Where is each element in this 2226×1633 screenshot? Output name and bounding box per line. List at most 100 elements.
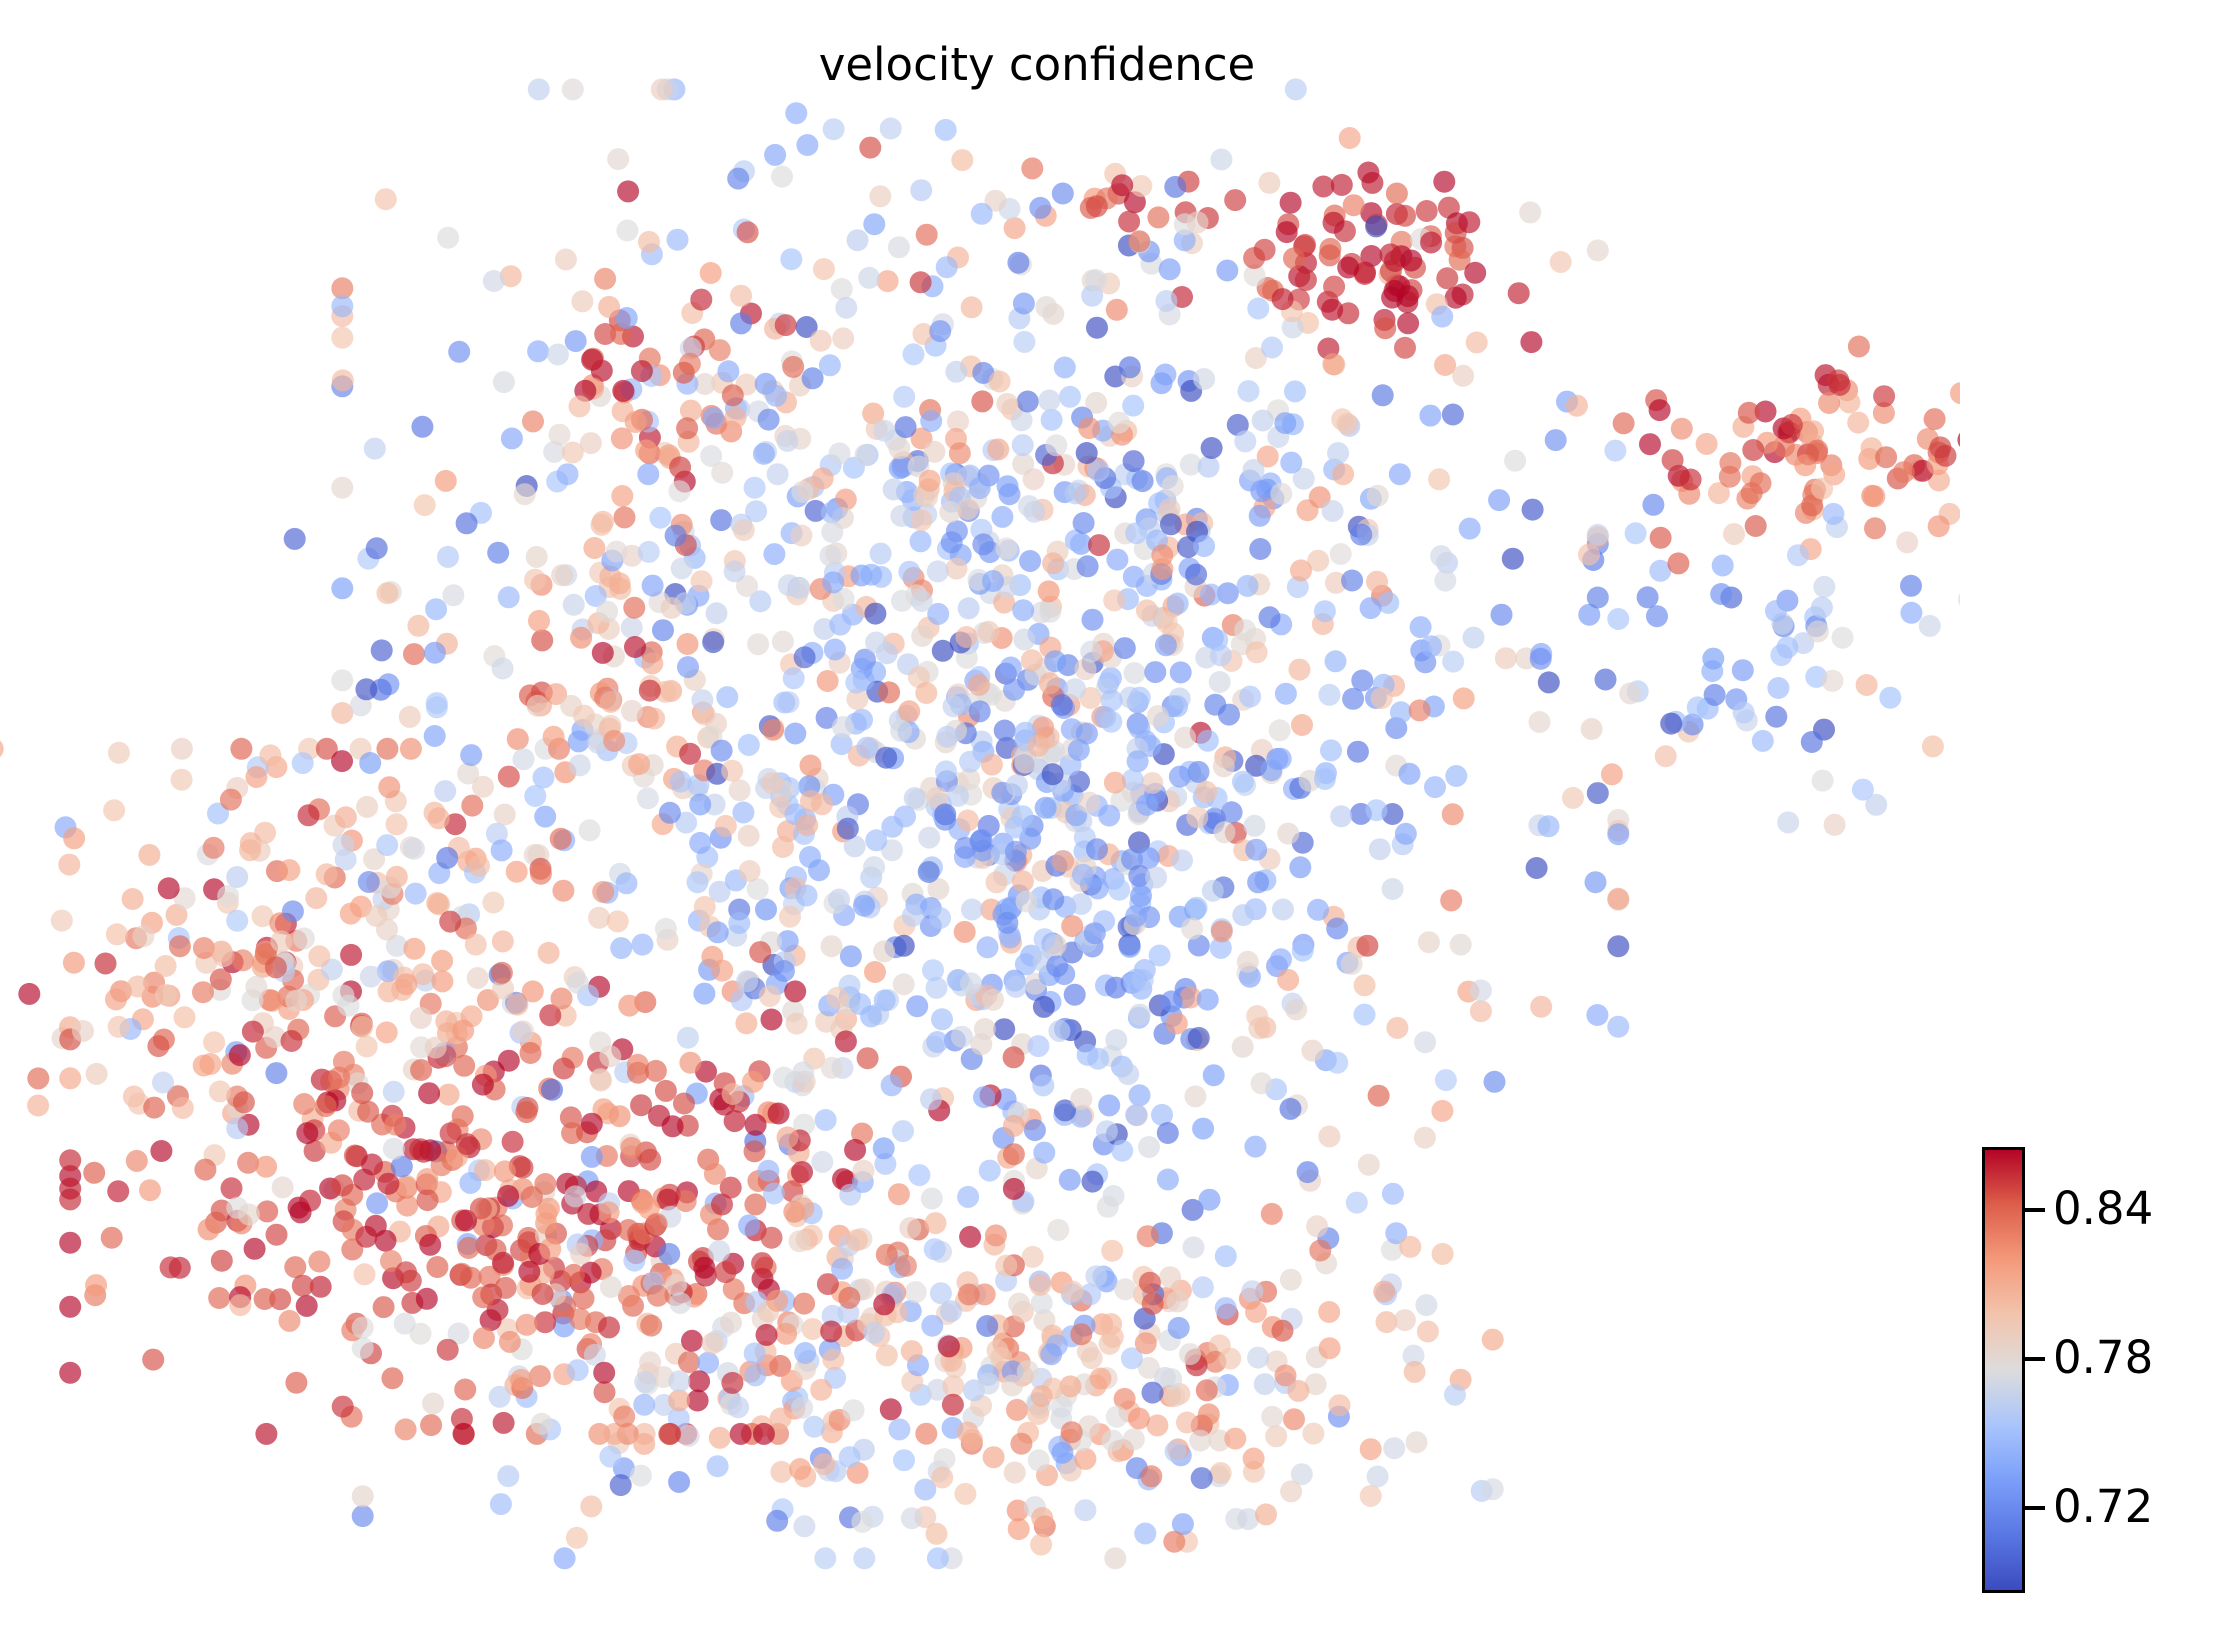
scatter-point bbox=[1600, 763, 1623, 786]
scatter-point bbox=[1695, 432, 1718, 455]
scatter-point bbox=[894, 416, 917, 439]
scatter-point bbox=[545, 683, 568, 706]
scatter-point bbox=[791, 1161, 813, 1184]
scatter-point bbox=[669, 1292, 692, 1314]
scatter-point bbox=[394, 1418, 417, 1441]
scatter-point bbox=[584, 585, 607, 607]
scatter-point bbox=[881, 839, 903, 862]
scatter-point bbox=[931, 639, 954, 662]
scatter-point bbox=[1306, 1215, 1329, 1238]
scatter-point bbox=[1322, 353, 1345, 376]
scatter-point bbox=[758, 985, 781, 1007]
scatter-point bbox=[617, 1219, 640, 1241]
scatter-point bbox=[931, 1466, 954, 1489]
scatter-point bbox=[1287, 1379, 1310, 1402]
scatter-point bbox=[1383, 1437, 1406, 1460]
scatter-point bbox=[656, 1188, 679, 1211]
scatter-point bbox=[736, 970, 759, 993]
scatter-point bbox=[147, 1035, 170, 1058]
scatter-point bbox=[552, 879, 575, 902]
scatter-point bbox=[1002, 1177, 1025, 1200]
scatter-point bbox=[1419, 404, 1442, 427]
scatter-point bbox=[72, 1020, 94, 1042]
scatter-point bbox=[1670, 417, 1693, 440]
scatter-point bbox=[751, 1252, 774, 1275]
scatter-point bbox=[1367, 1084, 1390, 1107]
scatter-point bbox=[1873, 385, 1896, 408]
scatter-point bbox=[892, 934, 915, 957]
scatter-point bbox=[226, 866, 249, 888]
scatter-point bbox=[598, 1316, 620, 1339]
scatter-point bbox=[851, 1510, 874, 1533]
scatter-point bbox=[723, 560, 746, 583]
scatter-point bbox=[890, 719, 913, 742]
scatter-point bbox=[243, 1237, 266, 1260]
scatter-point bbox=[1011, 805, 1034, 828]
scatter-point bbox=[791, 1396, 814, 1419]
scatter-point bbox=[418, 1082, 441, 1105]
scatter-point bbox=[1108, 411, 1131, 434]
scatter-point bbox=[1385, 182, 1408, 205]
scatter-point bbox=[398, 705, 421, 728]
scatter-point bbox=[613, 506, 636, 529]
scatter-point bbox=[955, 626, 978, 648]
scatter-point bbox=[1048, 1020, 1071, 1042]
scatter-point bbox=[1032, 716, 1055, 739]
scatter-point bbox=[785, 102, 808, 125]
scatter-point bbox=[828, 888, 850, 911]
scatter-point bbox=[278, 1309, 301, 1332]
scatter-point bbox=[1021, 157, 1044, 180]
scatter-point bbox=[539, 1004, 562, 1027]
scatter-point bbox=[834, 1030, 857, 1053]
scatter-point bbox=[1181, 917, 1204, 940]
scatter-point bbox=[1206, 629, 1229, 652]
scatter-point bbox=[217, 885, 240, 907]
scatter-point bbox=[85, 1274, 108, 1297]
scatter-point bbox=[476, 989, 499, 1011]
scatter-point bbox=[1271, 1319, 1294, 1342]
scatter-point bbox=[370, 639, 393, 662]
scatter-point bbox=[1210, 148, 1233, 171]
scatter-point bbox=[631, 933, 654, 956]
scatter-point bbox=[375, 1021, 398, 1044]
scatter-point bbox=[543, 440, 566, 463]
scatter-point bbox=[152, 1071, 174, 1094]
scatter-point bbox=[170, 768, 193, 791]
scatter-point bbox=[220, 1177, 243, 1200]
scatter-point bbox=[645, 1212, 668, 1235]
scatter-point bbox=[792, 1197, 815, 1220]
scatter-point bbox=[1117, 1063, 1140, 1086]
scatter-point bbox=[341, 1238, 364, 1261]
scatter-point bbox=[1174, 726, 1197, 749]
scatter-point bbox=[1810, 596, 1833, 619]
scatter-point bbox=[382, 1080, 405, 1103]
scatter-point bbox=[661, 1115, 684, 1138]
scatter-point bbox=[1045, 434, 1068, 457]
scatter-point bbox=[727, 1396, 750, 1419]
scatter-point bbox=[1121, 768, 1144, 791]
scatter-point bbox=[1125, 1104, 1148, 1126]
scatter-point bbox=[1038, 389, 1061, 412]
scatter-point bbox=[1176, 1411, 1198, 1434]
scatter-point bbox=[831, 1257, 854, 1280]
scatter-point bbox=[363, 848, 386, 871]
scatter-point bbox=[1636, 586, 1659, 609]
scatter-point bbox=[1359, 1485, 1382, 1507]
scatter-point bbox=[788, 1230, 811, 1253]
scatter-point bbox=[1806, 439, 1829, 462]
scatter-point bbox=[1106, 548, 1129, 571]
scatter-point bbox=[679, 399, 702, 422]
scatter-point bbox=[1283, 1408, 1305, 1431]
scatter-point bbox=[532, 766, 555, 789]
scatter-point bbox=[1256, 445, 1279, 468]
chart-title: velocity confidence bbox=[818, 38, 1256, 91]
scatter-point bbox=[1279, 1097, 1302, 1120]
scatter-point bbox=[1243, 264, 1266, 287]
scatter-point bbox=[1200, 583, 1222, 606]
scatter-point bbox=[1879, 686, 1902, 709]
scatter-point bbox=[296, 1122, 319, 1145]
scatter-point bbox=[956, 498, 979, 521]
scatter-point bbox=[1394, 822, 1417, 845]
scatter-point bbox=[1875, 446, 1898, 469]
scatter-point bbox=[1330, 173, 1353, 196]
